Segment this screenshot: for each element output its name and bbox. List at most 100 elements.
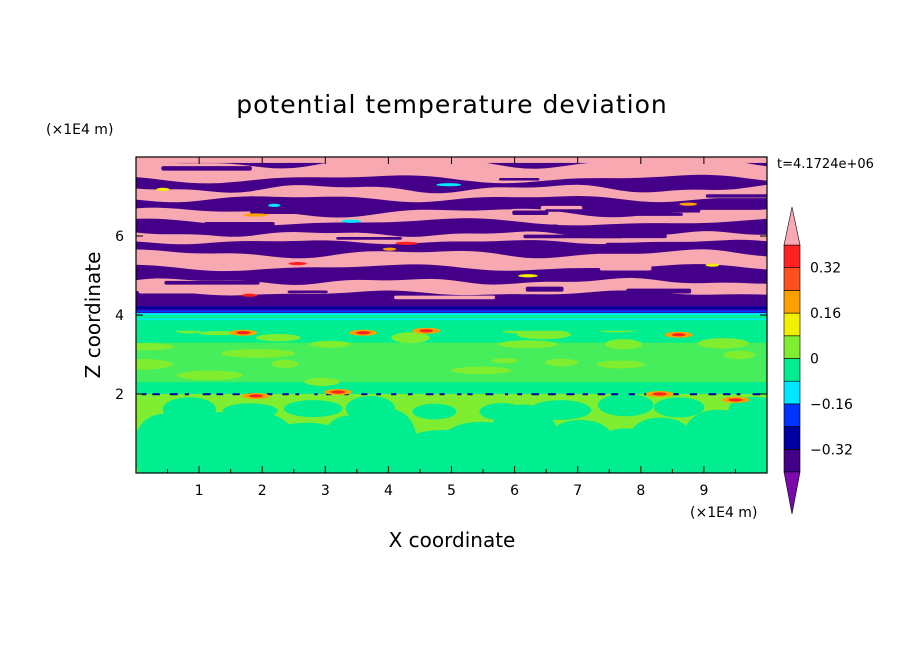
edge-highlight: [436, 183, 462, 187]
middle-patch: [255, 333, 301, 342]
boundary-dash: [141, 393, 147, 396]
upper-streak: [599, 265, 652, 271]
lower-cell-cap: [283, 400, 343, 418]
warm-blob-core: [671, 333, 686, 337]
upper-streak: [556, 295, 585, 300]
pink-band: [136, 207, 767, 226]
colorbar-label: −0.16: [810, 397, 853, 413]
boundary-dash: [582, 393, 588, 396]
edge-highlight: [341, 219, 361, 223]
colorbar-segment: [783, 267, 801, 291]
upper-streak: [336, 237, 403, 240]
colorbar-segment: [783, 335, 801, 359]
lower-cell: [625, 417, 696, 473]
colorbar-label: 0.16: [810, 306, 841, 322]
warm-blob-core: [652, 392, 667, 396]
upper-streak: [204, 221, 275, 227]
y-tick-label: 4: [115, 308, 124, 324]
boundary-dash: [184, 393, 189, 396]
boundary-dash: [485, 393, 494, 396]
colorbar-bottom-arrow: [783, 471, 801, 515]
colorbar-segment: [783, 448, 801, 473]
edge-highlight: [395, 241, 418, 245]
colorbar-segment: [783, 380, 801, 405]
edge-highlight: [242, 213, 268, 217]
boundary-dash: [548, 393, 556, 396]
lower-cell-cap: [479, 403, 525, 421]
x-tick-label: 3: [321, 483, 330, 499]
boundary-dash: [457, 393, 462, 396]
edge-highlight: [268, 203, 281, 207]
y-tick-label: 2: [115, 387, 124, 403]
lower-cell: [488, 404, 559, 473]
colorbar-segment: [783, 358, 801, 382]
upper-streak: [428, 206, 513, 210]
middle-green-band: [136, 316, 767, 331]
upper-streak: [626, 288, 692, 294]
lower-cell-cap: [412, 403, 457, 420]
lower-cell-cap: [653, 397, 705, 418]
upper-streak: [161, 166, 252, 171]
lower-cell-cap: [162, 397, 216, 422]
edge-highlight: [241, 293, 258, 297]
plot-area: [136, 157, 767, 473]
lower-cell: [713, 405, 767, 473]
boundary-dash: [531, 393, 539, 396]
boundary-dash: [407, 393, 413, 396]
transition-navy: [136, 306, 767, 310]
chart-title: potential temperature deviation: [236, 90, 667, 119]
boundary-dash: [597, 393, 606, 396]
boundary-dash: [689, 393, 698, 396]
upper-streak: [287, 290, 328, 294]
boundary-dash: [266, 393, 273, 396]
edge-highlight: [156, 187, 170, 192]
lower-cell-cap: [597, 393, 654, 417]
edge-highlight: [679, 202, 698, 206]
upper-streak: [545, 209, 605, 212]
upper-streak: [699, 209, 765, 215]
boundary-dash: [722, 393, 731, 396]
upper-streak: [498, 177, 540, 181]
upper-streak: [164, 280, 260, 285]
colorbar: 0.32 0.16 0 −0.16 −0.32: [783, 206, 853, 515]
y-unit-label: (×1E4 m): [46, 122, 113, 138]
x-tick-label: 4: [384, 483, 393, 499]
x-tick-label: 9: [699, 483, 708, 499]
colorbar-label: −0.32: [810, 442, 853, 458]
x-tick-label: 2: [258, 483, 267, 499]
x-axis-label: X coordinate: [389, 528, 516, 552]
boundary-dash: [391, 393, 397, 396]
edge-highlight: [288, 262, 307, 266]
middle-light-band: [136, 342, 767, 383]
cyan-line: [136, 318, 767, 321]
edge-highlight: [705, 263, 720, 267]
boundary-dash: [566, 393, 575, 396]
colorbar-label: 0.32: [810, 261, 841, 277]
transition-blue: [136, 310, 767, 313]
x-tick-label: 6: [510, 483, 519, 499]
boundary-dash: [376, 393, 381, 396]
y-axis-label: Z coordinate: [81, 252, 105, 379]
warm-blob-core: [728, 398, 743, 402]
warm-blob-core: [330, 390, 345, 394]
upper-streak: [636, 213, 683, 216]
x-axis-ticks: 1 2 3 4 5 6 7 8 9: [167, 157, 736, 499]
middle-patch: [391, 332, 430, 344]
x-tick-label: 8: [636, 483, 645, 499]
pink-band: [136, 249, 767, 272]
lower-cell-cap: [222, 403, 278, 419]
boundary-dash: [169, 393, 178, 396]
warm-blob-core: [236, 331, 251, 335]
boundary-dash: [216, 393, 224, 396]
warm-blob-core: [356, 331, 371, 335]
colorbar-segment: [783, 290, 801, 314]
upper-streak: [512, 210, 549, 216]
boundary-dash: [611, 393, 619, 396]
pink-band: [136, 184, 767, 203]
upper-streak: [525, 286, 564, 292]
lower-cell-cap: [728, 396, 767, 423]
boundary-dash: [314, 393, 318, 396]
upper-streak: [580, 271, 619, 275]
colorbar-segment: [783, 426, 801, 450]
